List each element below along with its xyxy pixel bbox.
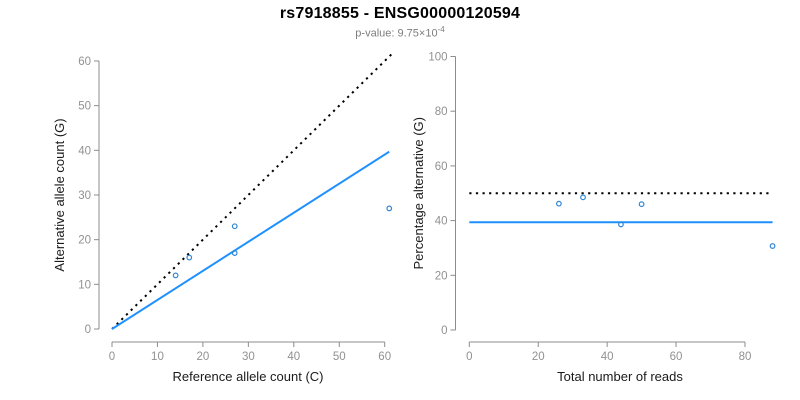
y-axis-tick-label: 40 [435,216,448,228]
x-axis-tick-label: 30 [242,351,255,363]
pvalue-text: p-value: 9.75×10 [355,27,438,40]
y-axis-tick-label: 40 [78,145,91,157]
x-axis-tick-label: 40 [287,351,300,363]
y-axis-tick-label: 60 [78,56,91,68]
x-axis-title: Reference allele count (C) [172,369,323,384]
y-axis-tick-label: 10 [78,279,91,291]
percentage-panel: 0 20 40 60 80 100 0 20 40 60 80 Total number of rea… [411,52,776,384]
data-point-3 [638,201,645,208]
x-axis-title: Total number of reads [557,369,683,384]
x-axis-tick-label: 0 [109,351,115,363]
y-axis-tick-label: 30 [78,190,91,202]
y-axis-tick-label: 60 [435,161,448,173]
x-axis-tick-label: 60 [378,351,391,363]
data-point-4 [386,205,393,212]
x-axis-tick-label: 20 [532,351,545,363]
y-axis-title: Percentage alternative (G) [411,117,426,269]
allele-count-panel: 0 10 20 30 40 50 60 0 10 20 30 40 50 60 Reference alle… [52,53,393,384]
y-axis-tick-label: 80 [435,106,448,118]
x-axis-tick-label: 50 [333,351,346,363]
x-axis-tick-label: 60 [670,351,683,363]
x-axis-tick-label: 40 [601,351,614,363]
data-point-1 [186,254,193,261]
data-point-4 [769,243,776,249]
y-axis-tick-label: 100 [428,52,447,64]
y-axis-tick-label: 0 [441,325,447,337]
figure-subtitle: p-value: 9.75×10-4 [0,25,800,40]
data-point-2 [231,250,238,256]
x-axis-tick-label: 10 [151,351,164,363]
data-point-1 [580,194,586,201]
identity-line [111,53,393,330]
fit-line [111,150,390,330]
y-axis-tick-label: 50 [78,101,91,113]
y-axis-tick-label: 20 [435,270,448,282]
x-axis-tick-label: 80 [739,351,752,363]
data-point-2 [618,221,624,228]
data-point-0 [555,200,562,207]
y-axis-tick-label: 0 [85,324,91,336]
y-axis-tick-label: 20 [78,235,91,247]
figure-title: rs7918855 - ENSG00000120594 [279,5,521,22]
y-axis-title: Alternative allele count (G) [52,118,67,271]
x-axis-tick-label: 0 [466,351,472,363]
x-axis-tick-label: 20 [197,351,210,363]
pvalue-exponent: -4 [437,25,445,34]
data-point-3 [231,223,238,230]
data-point-0 [172,272,179,279]
